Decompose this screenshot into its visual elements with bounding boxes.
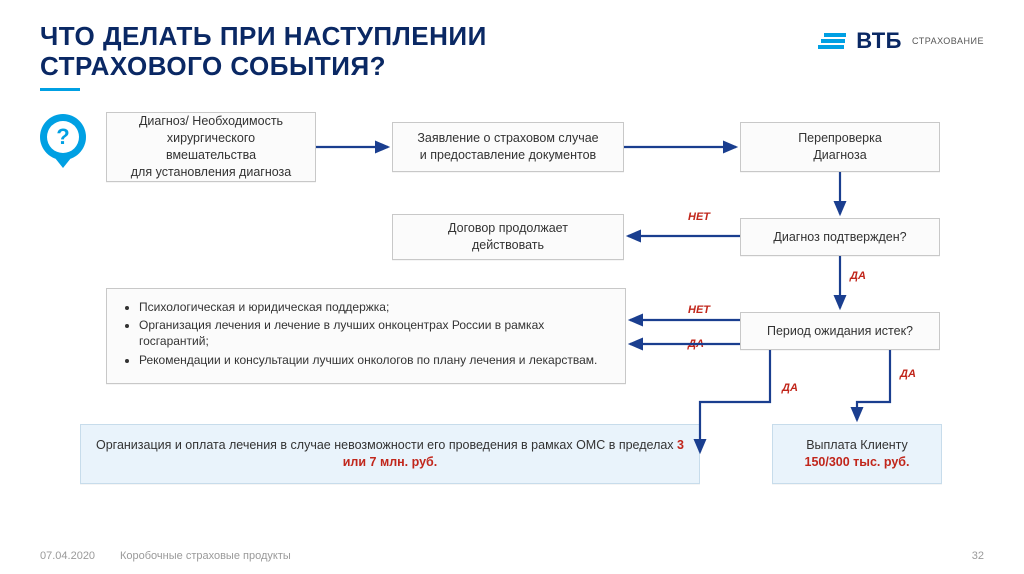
box-continue: Договор продолжает действовать <box>392 214 624 260</box>
box-recheck: Перепроверка Диагноза <box>740 122 940 172</box>
org-pay-text: Организация и оплата лечения в случае не… <box>91 437 689 471</box>
org-pay-pre: Организация и оплата лечения в случае не… <box>96 438 677 452</box>
title-l1: ЧТО ДЕЛАТЬ ПРИ НАСТУПЛЕНИИ <box>40 21 487 51</box>
title-underline <box>40 88 80 91</box>
box-payout: Выплата Клиенту 150/300 тыс. руб. <box>772 424 942 484</box>
page-title: ЧТО ДЕЛАТЬ ПРИ НАСТУПЛЕНИИ СТРАХОВОГО СО… <box>40 22 487 82</box>
vtb-logo: ВТБ СТРАХОВАНИЕ <box>818 28 984 54</box>
question-pin-icon: ? <box>40 114 86 160</box>
label-no-1: НЕТ <box>688 211 710 223</box>
box-waiting: Период ожидания истек? <box>740 312 940 350</box>
footer-date: 07.04.2020 <box>40 550 95 562</box>
box-confirmed-text: Диагноз подтвержден? <box>773 229 906 246</box>
box-recheck-text: Перепроверка Диагноза <box>798 130 882 164</box>
box-org-pay: Организация и оплата лечения в случае не… <box>80 424 700 484</box>
label-no-2: НЕТ <box>688 304 710 316</box>
support-list: Психологическая и юридическая поддержка;… <box>121 299 611 370</box>
box-claim-text: Заявление о страховом случае и предостав… <box>417 130 598 164</box>
support-item: Психологическая и юридическая поддержка; <box>139 299 611 315</box>
label-yes-2c: ДА <box>782 382 798 394</box>
label-yes-2b: ДА <box>900 368 916 380</box>
flowchart-canvas: ? Диагноз/ Необходимость хирургического … <box>40 112 984 534</box>
box-confirmed: Диагноз подтвержден? <box>740 218 940 256</box>
box-diagnosis: Диагноз/ Необходимость хирургического вм… <box>106 112 316 182</box>
footer-title: Коробочные страховые продукты <box>120 550 291 562</box>
box-support-list: Психологическая и юридическая поддержка;… <box>106 288 626 384</box>
footer-page: 32 <box>972 550 984 562</box>
payout-pre: Выплата Клиенту <box>806 437 908 454</box>
title-l2: СТРАХОВОГО СОБЫТИЯ? <box>40 51 386 81</box>
logo-bars-icon <box>818 33 846 49</box>
label-yes-1: ДА <box>850 270 866 282</box>
box-continue-text: Договор продолжает действовать <box>448 220 568 254</box>
logo-sub: СТРАХОВАНИЕ <box>912 36 984 46</box>
label-yes-2a: ДА <box>688 338 704 350</box>
box-claim: Заявление о страховом случае и предостав… <box>392 122 624 172</box>
support-item: Рекомендации и консультации лучших онкол… <box>139 352 611 368</box>
box-waiting-text: Период ожидания истек? <box>767 323 913 340</box>
support-item: Организация лечения и лечение в лучших о… <box>139 317 611 349</box>
box-diagnosis-text: Диагноз/ Необходимость хирургического вм… <box>131 113 292 181</box>
payout-amt: 150/300 тыс. руб. <box>805 454 910 471</box>
logo-text: ВТБ <box>856 28 902 54</box>
